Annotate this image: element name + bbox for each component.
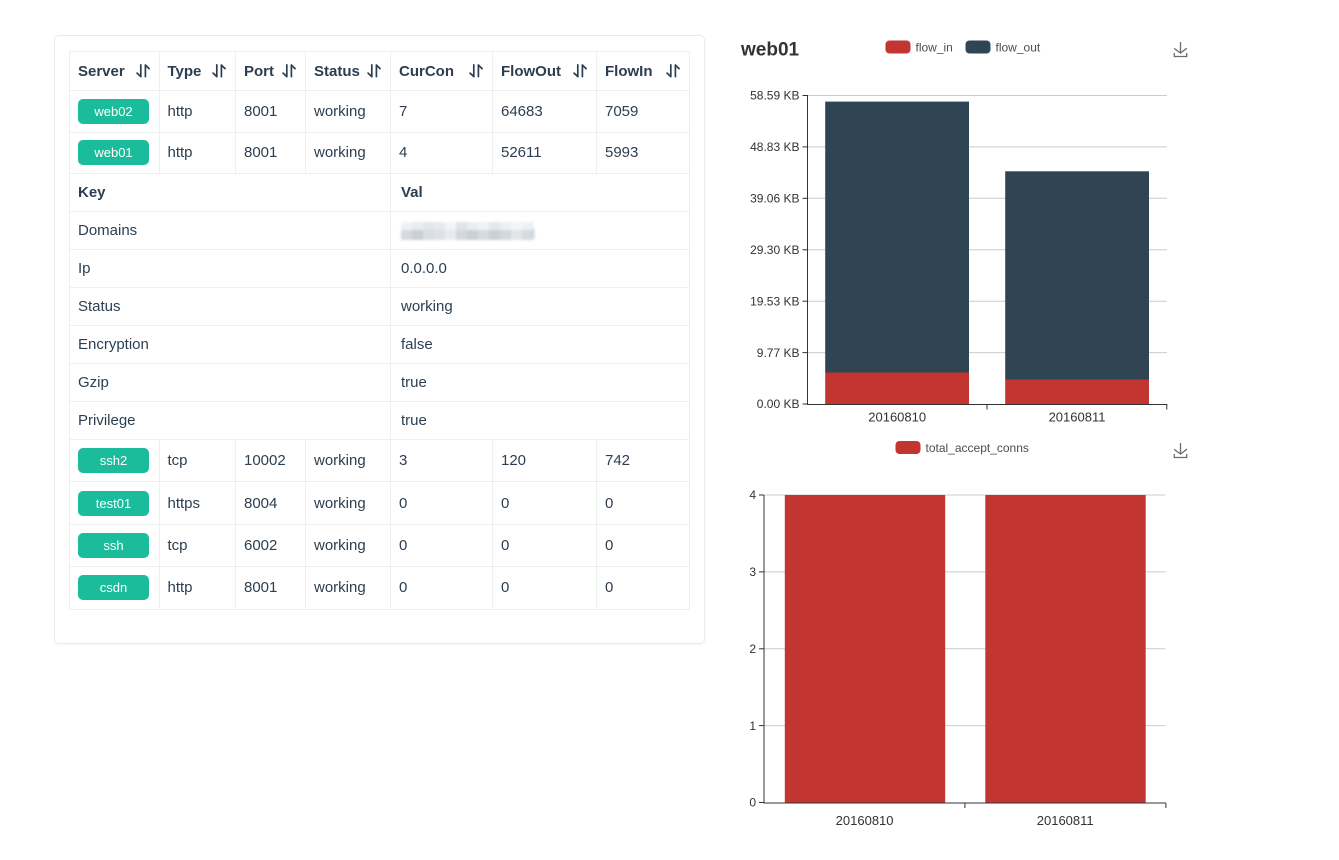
svg-text:19.53 KB: 19.53 KB bbox=[750, 294, 799, 308]
svg-text:20160811: 20160811 bbox=[1049, 409, 1106, 424]
svg-text:4: 4 bbox=[749, 488, 756, 502]
svg-text:total_accept_conns: total_accept_conns bbox=[926, 441, 1029, 455]
svg-text:39.06 KB: 39.06 KB bbox=[750, 192, 799, 206]
svg-text:web01: web01 bbox=[740, 40, 800, 61]
svg-text:48.83 KB: 48.83 KB bbox=[750, 140, 799, 154]
svg-text:20160810: 20160810 bbox=[836, 813, 894, 828]
svg-text:flow_out: flow_out bbox=[996, 40, 1041, 54]
svg-text:3: 3 bbox=[749, 565, 756, 579]
svg-text:flow_in: flow_in bbox=[916, 40, 953, 54]
svg-text:0: 0 bbox=[749, 796, 756, 810]
svg-text:20160811: 20160811 bbox=[1037, 813, 1094, 828]
svg-text:9.77 KB: 9.77 KB bbox=[757, 346, 800, 360]
svg-text:0.00 KB: 0.00 KB bbox=[757, 397, 800, 411]
svg-text:2: 2 bbox=[749, 642, 756, 656]
svg-text:29.30 KB: 29.30 KB bbox=[750, 243, 799, 257]
svg-text:58.59 KB: 58.59 KB bbox=[750, 89, 799, 103]
svg-text:20160810: 20160810 bbox=[868, 409, 926, 424]
svg-text:1: 1 bbox=[749, 719, 756, 733]
